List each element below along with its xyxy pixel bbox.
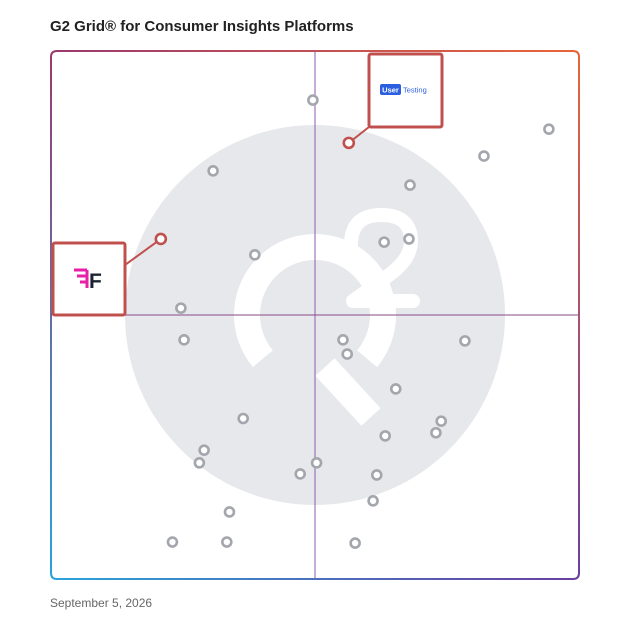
product-dot bbox=[459, 335, 471, 347]
product-dot bbox=[198, 444, 210, 456]
usertesting-logo-user: User bbox=[382, 86, 399, 95]
frame-corner bbox=[50, 50, 58, 58]
product-dots bbox=[166, 94, 555, 549]
product-dot bbox=[178, 334, 190, 346]
product-dot bbox=[249, 249, 261, 261]
watermark-two bbox=[344, 208, 420, 308]
usertesting-logo-badge bbox=[380, 84, 401, 95]
f-logo-letter: F bbox=[89, 270, 102, 293]
product-dot bbox=[370, 469, 383, 481]
product-dot bbox=[478, 150, 490, 162]
product-dot bbox=[430, 426, 442, 439]
chart-title: G2 Grid® for Consumer Insights Platforms bbox=[50, 18, 354, 35]
product-dot bbox=[404, 179, 416, 191]
product-dot bbox=[349, 537, 361, 549]
frame-corner bbox=[572, 50, 580, 58]
product-dot bbox=[389, 383, 402, 395]
highlighted-product-dot bbox=[342, 136, 356, 150]
frame-corner bbox=[50, 572, 58, 580]
product-dot bbox=[367, 495, 379, 507]
product-dot bbox=[337, 334, 349, 346]
product-dot bbox=[341, 348, 354, 360]
product-dot bbox=[237, 412, 249, 425]
product-dot bbox=[307, 94, 319, 106]
product-dot bbox=[207, 165, 219, 177]
product-dot bbox=[379, 430, 392, 442]
highlighted-product-dot bbox=[154, 232, 168, 246]
highlighted-products: User Testing F bbox=[51, 52, 444, 317]
product-dot bbox=[403, 233, 415, 245]
frame-corner bbox=[572, 572, 580, 580]
callout-box-usertesting bbox=[367, 52, 444, 129]
product-dot bbox=[166, 536, 179, 548]
report-date: September 5, 2026 bbox=[50, 596, 153, 610]
callout-box-f bbox=[51, 241, 127, 317]
product-dot bbox=[294, 468, 307, 480]
usertesting-logo-testing: Testing bbox=[403, 86, 427, 95]
product-dot bbox=[223, 506, 236, 518]
product-dot bbox=[175, 302, 187, 314]
product-dot bbox=[435, 415, 447, 427]
product-dot bbox=[378, 236, 390, 248]
callout-connector bbox=[124, 238, 162, 266]
product-dot bbox=[543, 123, 555, 135]
f-logo-mark-icon bbox=[74, 268, 89, 288]
watermark-g-tail bbox=[315, 358, 381, 426]
product-dot bbox=[221, 536, 233, 548]
product-dot bbox=[310, 457, 323, 469]
product-dot bbox=[193, 457, 206, 469]
